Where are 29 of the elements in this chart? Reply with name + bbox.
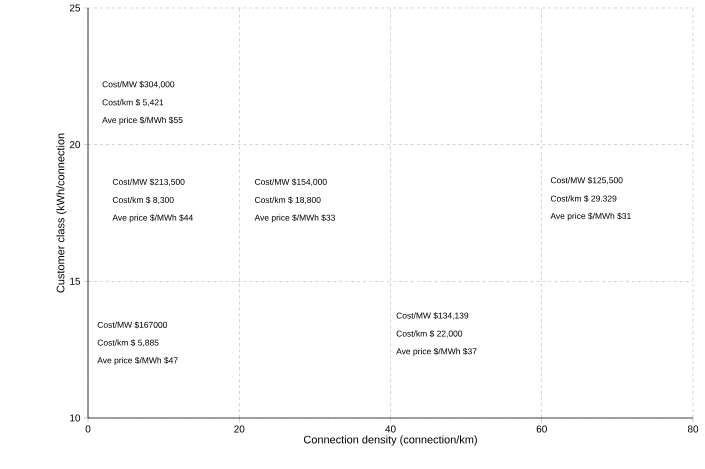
- annotation: Cost/km $ 22,000: [396, 330, 462, 338]
- annotation: Cost/MW $213,500: [112, 178, 185, 186]
- annotation: Ave price $/MWh $44: [112, 214, 193, 222]
- annotation: Cost/km $ 5,885: [98, 339, 159, 347]
- y-tick-label: 10: [70, 414, 80, 422]
- y-tick-label: 25: [70, 4, 80, 12]
- annotation: Ave price $/MWh $37: [396, 348, 477, 356]
- annotation: Cost/MW $125,500: [550, 176, 623, 184]
- y-axis-title: Customer class (kWh/connection: [56, 134, 67, 293]
- x-tick-label: 80: [688, 426, 698, 433]
- annotation: Cost/km $ 18,800: [255, 196, 321, 204]
- x-tick-label: 60: [536, 426, 547, 433]
- annotation: Cost/MW $167000: [98, 321, 168, 328]
- y-tick-label: 20: [70, 141, 80, 148]
- annotation: Cost/km $ 8,300: [112, 196, 174, 204]
- annotation: Cost/MW $154,000: [255, 178, 327, 186]
- x-tick-label: 20: [234, 426, 244, 433]
- annotation: Ave price $/MWh $33: [254, 214, 335, 222]
- annotation: Ave price $/MWh $47: [97, 356, 178, 365]
- annotation: Ave price $/MWh $31: [550, 212, 631, 221]
- x-axis-title: Connection density (connection/km): [304, 435, 477, 446]
- x-tick-label: 40: [385, 426, 396, 433]
- annotation: Cost/MW $134,139: [396, 312, 468, 320]
- annotation: Ave price $/MWh $55: [102, 116, 183, 125]
- annotation: Cost/km $ 29.329: [550, 195, 616, 202]
- y-tick-label: 15: [70, 278, 80, 285]
- annotation: Cost/MW $304,000: [102, 80, 174, 88]
- annotation: Cost/km $ 5,421: [102, 99, 164, 106]
- x-tick-label: 0: [86, 426, 90, 433]
